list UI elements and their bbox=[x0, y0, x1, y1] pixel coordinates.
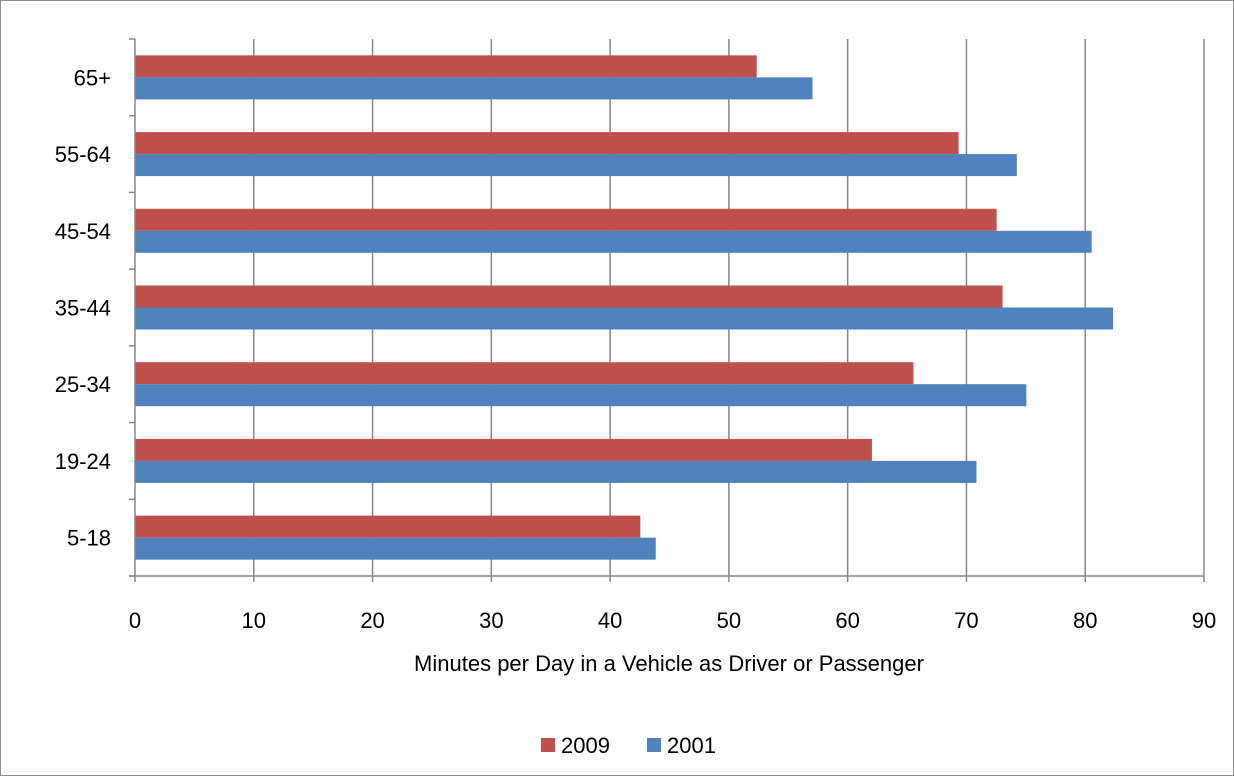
legend-label-2001: 2001 bbox=[667, 733, 716, 758]
x-tick-label: 90 bbox=[1192, 608, 1216, 633]
legend: 2009 2001 bbox=[541, 733, 716, 758]
y-tick-label: 55-64 bbox=[55, 142, 111, 167]
bar-2009-55-64 bbox=[135, 132, 959, 155]
bar-2001-65+ bbox=[135, 77, 813, 100]
legend-swatch-2001 bbox=[647, 738, 661, 752]
bar-2001-19-24 bbox=[135, 460, 977, 483]
y-tick-label: 45-54 bbox=[55, 219, 111, 244]
y-tick-label: 19-24 bbox=[55, 449, 111, 474]
bar-2001-35-44 bbox=[135, 307, 1114, 330]
legend-label-2009: 2009 bbox=[561, 733, 610, 758]
y-tick-label: 65+ bbox=[74, 65, 111, 90]
bar-2009-19-24 bbox=[135, 438, 872, 461]
x-tick-label: 20 bbox=[360, 608, 384, 633]
axes bbox=[129, 38, 1205, 582]
bar-2001-5-18 bbox=[135, 537, 656, 560]
bar-2001-55-64 bbox=[135, 154, 1017, 177]
bars bbox=[135, 55, 1114, 560]
y-tick-label: 35-44 bbox=[55, 296, 111, 321]
x-tick-label: 0 bbox=[129, 608, 141, 633]
y-tick-labels: 5-18 19-24 25-34 35-44 45-54 55-64 65+ bbox=[55, 65, 111, 550]
bar-2001-45-54 bbox=[135, 230, 1092, 253]
x-tick-label: 30 bbox=[479, 608, 503, 633]
y-tick-label: 5-18 bbox=[67, 526, 111, 551]
x-tick-labels: 0 10 20 30 40 50 60 70 80 90 bbox=[129, 608, 1216, 633]
x-tick-label: 80 bbox=[1073, 608, 1097, 633]
x-tick-label: 70 bbox=[954, 608, 978, 633]
bar-2009-35-44 bbox=[135, 285, 1003, 308]
bar-2009-25-34 bbox=[135, 362, 914, 385]
x-tick-label: 60 bbox=[835, 608, 859, 633]
y-tick-label: 25-34 bbox=[55, 372, 111, 397]
x-tick-label: 50 bbox=[717, 608, 741, 633]
legend-swatch-2009 bbox=[541, 738, 555, 752]
bar-2009-65+ bbox=[135, 55, 757, 78]
x-tick-label: 40 bbox=[598, 608, 622, 633]
x-tick-label: 10 bbox=[242, 608, 266, 633]
bar-2001-25-34 bbox=[135, 384, 1027, 407]
bar-2009-45-54 bbox=[135, 208, 997, 231]
x-axis-title: Minutes per Day in a Vehicle as Driver o… bbox=[414, 651, 924, 676]
bar-2009-5-18 bbox=[135, 515, 641, 538]
